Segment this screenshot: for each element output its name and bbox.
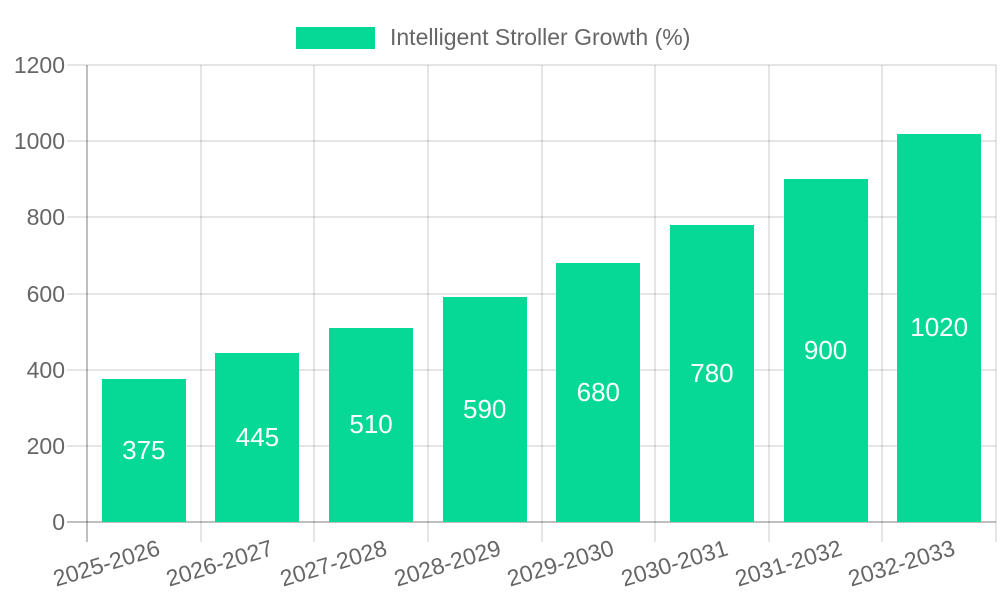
gridline-vertical [654,65,657,542]
gridline-horizontal [67,292,996,295]
bar-value-label: 510 [349,409,393,440]
bar-value-label: 1020 [910,312,969,343]
bar-value-label: 780 [690,357,734,388]
y-axis-tick-label: 0 [52,509,65,535]
legend-label: Intelligent Stroller Growth (%) [390,24,691,50]
bar-value-label: 680 [576,377,620,407]
y-axis-tick-label: 800 [26,204,65,231]
gridline-horizontal [67,444,996,447]
y-axis-tick-label: 1200 [13,52,65,78]
bar[interactable]: 780 [669,224,754,522]
bar[interactable]: 445 [215,352,300,522]
gridline-horizontal [67,368,996,371]
bar[interactable]: 900 [783,179,868,522]
gridline-vertical [767,65,770,542]
bar-value-label: 590 [462,394,507,425]
gridline-vertical [313,65,316,542]
gridline-vertical [995,65,997,542]
y-axis-tick-label: 400 [26,356,65,383]
y-axis-line [86,65,88,542]
gridline-horizontal [67,140,996,143]
legend-swatch [296,26,375,49]
bar-value-label: 445 [235,421,280,452]
bar[interactable]: 680 [556,263,641,522]
bar[interactable]: 1020 [897,133,982,522]
gridline-horizontal [67,216,996,219]
bar-value-label: 900 [803,335,848,366]
bar[interactable]: 510 [329,327,414,522]
y-axis-tick-label: 600 [26,280,65,307]
y-axis-tick-label: 1000 [13,128,65,155]
x-axis-line [67,521,996,523]
gridline-vertical [426,65,429,542]
bar[interactable]: 590 [442,297,527,522]
y-axis-tick-label: 200 [26,432,65,459]
legend-item[interactable]: Intelligent Stroller Growth (%) [296,24,690,51]
gridline-vertical [540,65,543,542]
gridline-vertical [881,65,884,542]
bar[interactable]: 375 [101,379,186,522]
gridline-horizontal [67,64,996,66]
bar-value-label: 375 [122,435,166,466]
gridline-vertical [199,65,202,542]
